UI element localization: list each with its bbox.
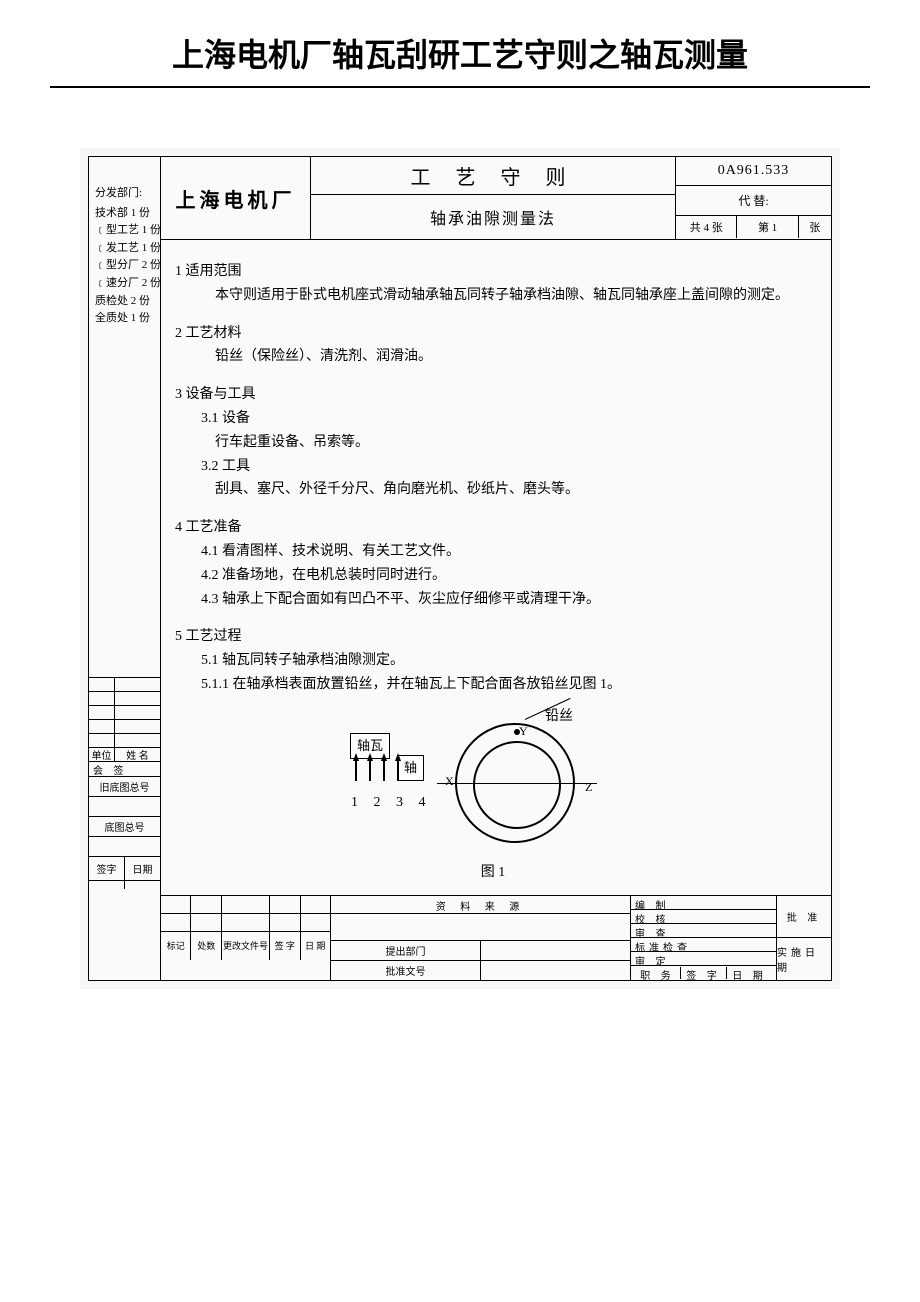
distribution-row: 质检处 2 份 xyxy=(93,293,156,311)
section-2-text: 铅丝（保险丝）、清洗剂、润滑油。 xyxy=(175,345,811,369)
date-value xyxy=(125,881,160,889)
figure-nums: 1 2 3 4 xyxy=(351,791,432,815)
section-4-1: 4.1 看清图样、技术说明、有关工艺文件。 xyxy=(175,540,811,564)
footer-approve: 审 定 xyxy=(631,952,776,966)
figure-z-label: Z xyxy=(585,777,592,797)
figure-arrows xyxy=(353,753,401,761)
section-4-2: 4.2 准备场地，在电机总装时同时进行。 xyxy=(175,564,811,588)
figure-caption: 图 1 xyxy=(175,861,811,885)
left-sign-grid: 单位 姓 名 会 签 xyxy=(89,677,160,776)
distribution-row: ﹝型分厂 2 份 xyxy=(93,257,156,275)
figure-shaft-label: 轴 xyxy=(397,755,424,781)
organization: 上海电机厂 xyxy=(161,157,311,239)
doc-subtitle: 轴承油隙测量法 xyxy=(311,195,675,239)
label-old-drawing-no: 旧底图总号 xyxy=(89,776,160,796)
sign-value xyxy=(89,881,125,889)
footer-compile: 编 制 xyxy=(631,896,776,910)
section-2-heading: 2 工艺材料 xyxy=(175,322,811,346)
doc-type: 工 艺 守 则 xyxy=(311,157,675,195)
old-drawing-no-value xyxy=(89,796,160,816)
section-5-heading: 5 工艺过程 xyxy=(175,625,811,649)
section-4-heading: 4 工艺准备 xyxy=(175,516,811,540)
footer-role: 职 务 xyxy=(635,967,681,979)
sheet-unit: 张 xyxy=(799,216,831,238)
footer-source-block: 资 料 来 源 提出部门 批准文号 xyxy=(331,896,631,980)
footer-d: 日 期 xyxy=(727,967,772,979)
supersedes-label: 代 替: xyxy=(676,186,831,216)
footer-impl-date: 实施日期 xyxy=(777,938,831,980)
section-3-heading: 3 设备与工具 xyxy=(175,383,811,407)
section-5-1: 5.1 轴瓦同转子轴承档油隙测定。 xyxy=(175,649,811,673)
distribution-row: ﹝发工艺 1 份 xyxy=(93,240,156,258)
section-3-1-text: 行车起重设备、吊索等。 xyxy=(175,431,811,455)
section-5-1-1: 5.1.1 在轴承档表面放置铅丝，并在轴瓦上下配合面各放铅丝见图 1。 xyxy=(175,673,811,697)
label-sign: 签字 xyxy=(89,857,125,880)
footer-block: 标记 处数 更改文件号 签 字 日 期 资 料 来 源 提出部门 xyxy=(161,895,831,980)
section-1-heading: 1 适用范围 xyxy=(175,260,811,284)
footer-std-check: 标准检查 xyxy=(631,938,776,952)
label-base-drawing-no: 底图总号 xyxy=(89,816,160,836)
section-3-2-heading: 3.2 工具 xyxy=(175,455,811,479)
figure-y-label: Y xyxy=(519,721,528,741)
base-drawing-no-value xyxy=(89,836,160,856)
distribution-title: 分发部门: xyxy=(95,185,156,203)
sheet-current: 第 1 xyxy=(737,216,798,238)
footer-check: 校 核 xyxy=(631,910,776,924)
document-frame: 分发部门: 技术部 1 份 ﹝型工艺 1 份 ﹝发工艺 1 份 ﹝型分厂 2 份… xyxy=(88,156,832,981)
section-4-3: 4.3 轴承上下配合面如有凹凸不平、灰尘应仔细修平或清理干净。 xyxy=(175,588,811,612)
body-text: 1 适用范围 本守则适用于卧式电机座式滑动轴承轴瓦同转子轴承档油隙、轴瓦同轴承座… xyxy=(161,240,831,895)
header-block: 上海电机厂 工 艺 守 则 轴承油隙测量法 0A961.533 代 替: 共 4… xyxy=(161,157,831,240)
figure-1: 铅丝 轴瓦 轴 1 2 3 4 X Z Y xyxy=(175,705,811,885)
footer-dept-value xyxy=(481,941,630,960)
footer-count: 处数 xyxy=(191,932,221,960)
distribution-block: 分发部门: 技术部 1 份 ﹝型工艺 1 份 ﹝发工艺 1 份 ﹝型分厂 2 份… xyxy=(89,157,160,677)
footer-revision-block: 标记 处数 更改文件号 签 字 日 期 xyxy=(161,896,331,980)
footer-source-label: 资 料 来 源 xyxy=(331,896,630,914)
sheet-total: 共 4 张 xyxy=(676,216,737,238)
section-3-1-heading: 3.1 设备 xyxy=(175,407,811,431)
distribution-row: 技术部 1 份 xyxy=(93,205,156,223)
footer-review: 审 查 xyxy=(631,924,776,938)
label-name: 姓 名 xyxy=(115,748,160,761)
footer-sig: 签 字 xyxy=(681,967,727,979)
distribution-row: ﹝速分厂 2 份 xyxy=(93,275,156,293)
figure-circle: X Z Y xyxy=(455,723,575,843)
scanned-document: 分发部门: 技术部 1 份 ﹝型工艺 1 份 ﹝发工艺 1 份 ﹝型分厂 2 份… xyxy=(80,148,840,989)
label-date: 日期 xyxy=(125,857,160,880)
figure-x-label: X xyxy=(445,771,454,791)
footer-date: 日 期 xyxy=(301,932,330,960)
footer-mark: 标记 xyxy=(161,932,191,960)
main-area: 上海电机厂 工 艺 守 则 轴承油隙测量法 0A961.533 代 替: 共 4… xyxy=(161,157,831,980)
footer-approval-no-label: 批准文号 xyxy=(331,961,481,980)
footer-dept-label: 提出部门 xyxy=(331,941,481,960)
footer-ratify: 批 准 xyxy=(777,896,831,939)
footer-sign: 签 字 xyxy=(270,932,300,960)
label-unit: 单位 xyxy=(89,748,115,761)
footer-change-no: 更改文件号 xyxy=(222,932,270,960)
doc-number: 0A961.533 xyxy=(676,157,831,186)
section-3-2-text: 刮具、塞尺、外径千分尺、角向磨光机、砂纸片、磨头等。 xyxy=(175,478,811,502)
section-1-text: 本守则适用于卧式电机座式滑动轴承轴瓦同转子轴承档油隙、轴瓦同轴承座上盖间隙的测定… xyxy=(175,284,811,308)
page-title: 上海电机厂轴瓦刮研工艺守则之轴瓦测量 xyxy=(50,0,870,88)
footer-approval-no-value xyxy=(481,961,630,980)
distribution-row: 全质处 1 份 xyxy=(93,310,156,328)
footer-approval-block: 编 制 校 核 审 查 标准检查 审 定 职 务 签 字 日 期 批 准 xyxy=(631,896,831,980)
distribution-row: ﹝型工艺 1 份 xyxy=(93,222,156,240)
left-column: 分发部门: 技术部 1 份 ﹝型工艺 1 份 ﹝发工艺 1 份 ﹝型分厂 2 份… xyxy=(89,157,161,980)
label-meeting-sign: 会 签 xyxy=(89,762,160,776)
